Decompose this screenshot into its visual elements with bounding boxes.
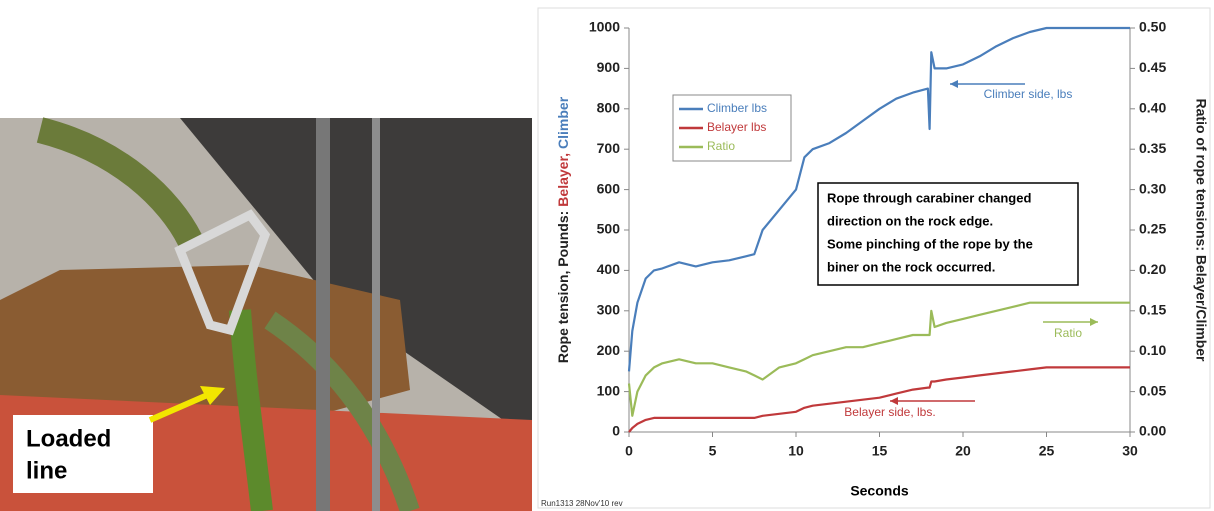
y-tick-label: 100 (597, 382, 621, 398)
legend-label: Climber lbs (707, 101, 767, 115)
x-tick-label: 5 (709, 443, 717, 459)
y-tick-label: 200 (597, 342, 621, 358)
photo-label: Loaded (26, 425, 111, 452)
y-tick-label: 500 (597, 221, 621, 237)
legend-label: Belayer lbs (707, 120, 766, 134)
x-tick-label: 10 (788, 443, 804, 459)
annotation: Climber side, lbs (984, 87, 1073, 101)
y2-tick-label: 0.35 (1139, 140, 1166, 156)
y2-tick-label: 0.45 (1139, 59, 1166, 75)
y-tick-label: 700 (597, 140, 621, 156)
y2-tick-label: 0.40 (1139, 100, 1166, 116)
x-tick-label: 20 (955, 443, 971, 459)
y-axis-label: Rope tension, Pounds: Belayer, Climber (555, 96, 571, 363)
note-line: biner on the rock occurred. (827, 259, 995, 274)
annotation: Belayer side, lbs. (844, 405, 935, 419)
y2-axis-label: Ratio of rope tensions: Belayer/Climber (1193, 99, 1209, 362)
y-tick-label: 600 (597, 180, 621, 196)
x-tick-label: 25 (1039, 443, 1055, 459)
legend-label: Ratio (707, 139, 735, 153)
y-tick-label: 0 (612, 423, 620, 439)
y2-tick-label: 0.15 (1139, 302, 1166, 318)
footer: Run1313 28Nov'10 rev (541, 499, 623, 508)
y-tick-label: 400 (597, 261, 621, 277)
y-tick-label: 300 (597, 302, 621, 318)
y2-tick-label: 0.05 (1139, 382, 1166, 398)
photo-cable (316, 118, 330, 511)
y-tick-label: 900 (597, 59, 621, 75)
photo: Loaded line (0, 118, 532, 511)
page: Loaded line 0100200300400500600700800900… (0, 0, 1214, 511)
x-axis-label: Seconds (850, 483, 909, 499)
y2-tick-label: 0.50 (1139, 19, 1166, 35)
y2-tick-label: 0.30 (1139, 180, 1166, 196)
y2-tick-label: 0.20 (1139, 261, 1166, 277)
x-tick-label: 0 (625, 443, 633, 459)
y-tick-label: 1000 (589, 19, 620, 35)
note-line: direction on the rock edge. (827, 213, 993, 228)
y2-tick-label: 0.00 (1139, 423, 1166, 439)
photo-label: line (26, 457, 67, 484)
y2-tick-label: 0.10 (1139, 342, 1166, 358)
annotation: Ratio (1054, 326, 1082, 340)
x-tick-label: 15 (872, 443, 888, 459)
y-axis-label-part: Climber (555, 96, 571, 149)
y-axis-label-part: Belayer, (555, 153, 571, 207)
note-line: Some pinching of the rope by the (827, 236, 1033, 251)
y-axis-label-part: Rope tension, Pounds: (555, 211, 571, 363)
y-tick-label: 800 (597, 100, 621, 116)
y2-tick-label: 0.25 (1139, 221, 1166, 237)
note-line: Rope through carabiner changed (827, 190, 1031, 205)
photo-cable (372, 118, 380, 511)
x-tick-label: 30 (1122, 443, 1138, 459)
